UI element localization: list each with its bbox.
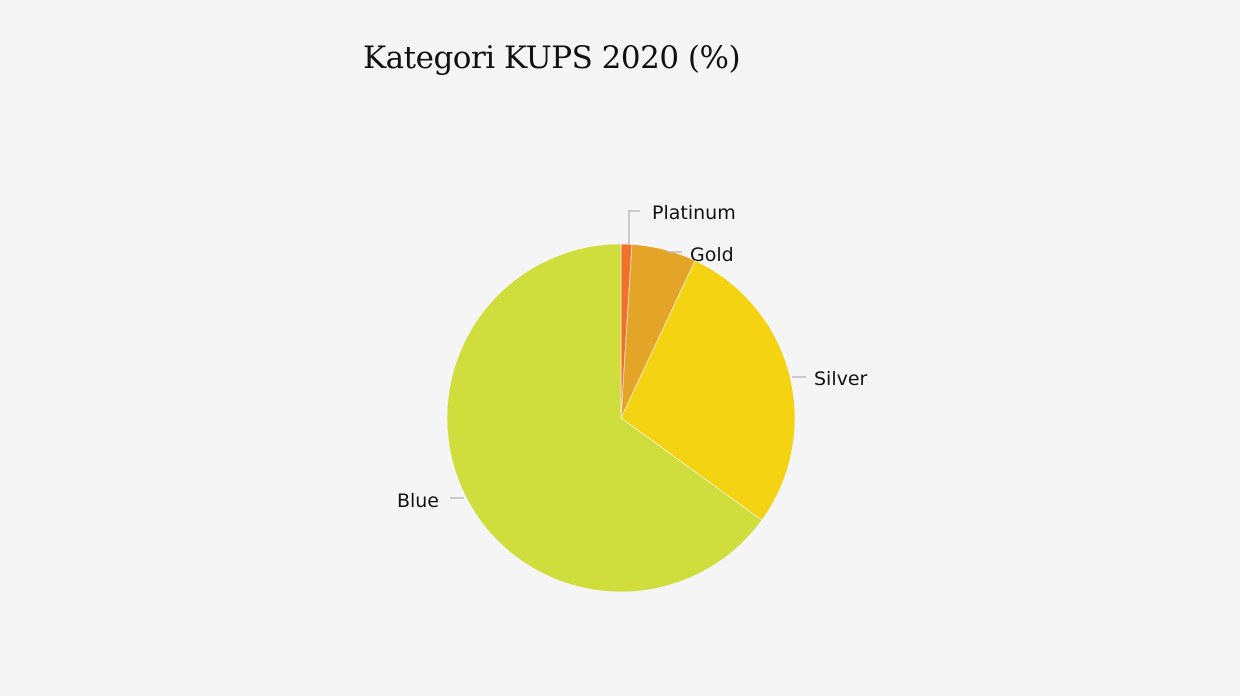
slice-label: Gold	[690, 244, 734, 266]
slice-label: Blue	[397, 490, 439, 512]
slice-label: Silver	[814, 368, 868, 390]
slice-label: Platinum	[652, 202, 736, 224]
pie-slice-silver	[620, 260, 796, 521]
pie-slice-blue	[446, 243, 763, 593]
chart-title: Kategori KUPS 2020 (%)	[363, 40, 741, 76]
leader-line	[628, 210, 640, 244]
